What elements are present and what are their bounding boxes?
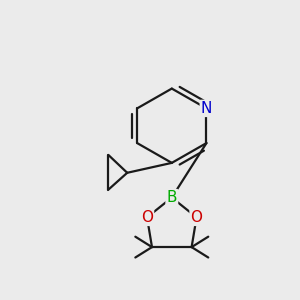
Text: B: B [167, 190, 177, 205]
Text: O: O [190, 210, 202, 225]
Text: O: O [141, 210, 153, 225]
Text: N: N [201, 101, 212, 116]
